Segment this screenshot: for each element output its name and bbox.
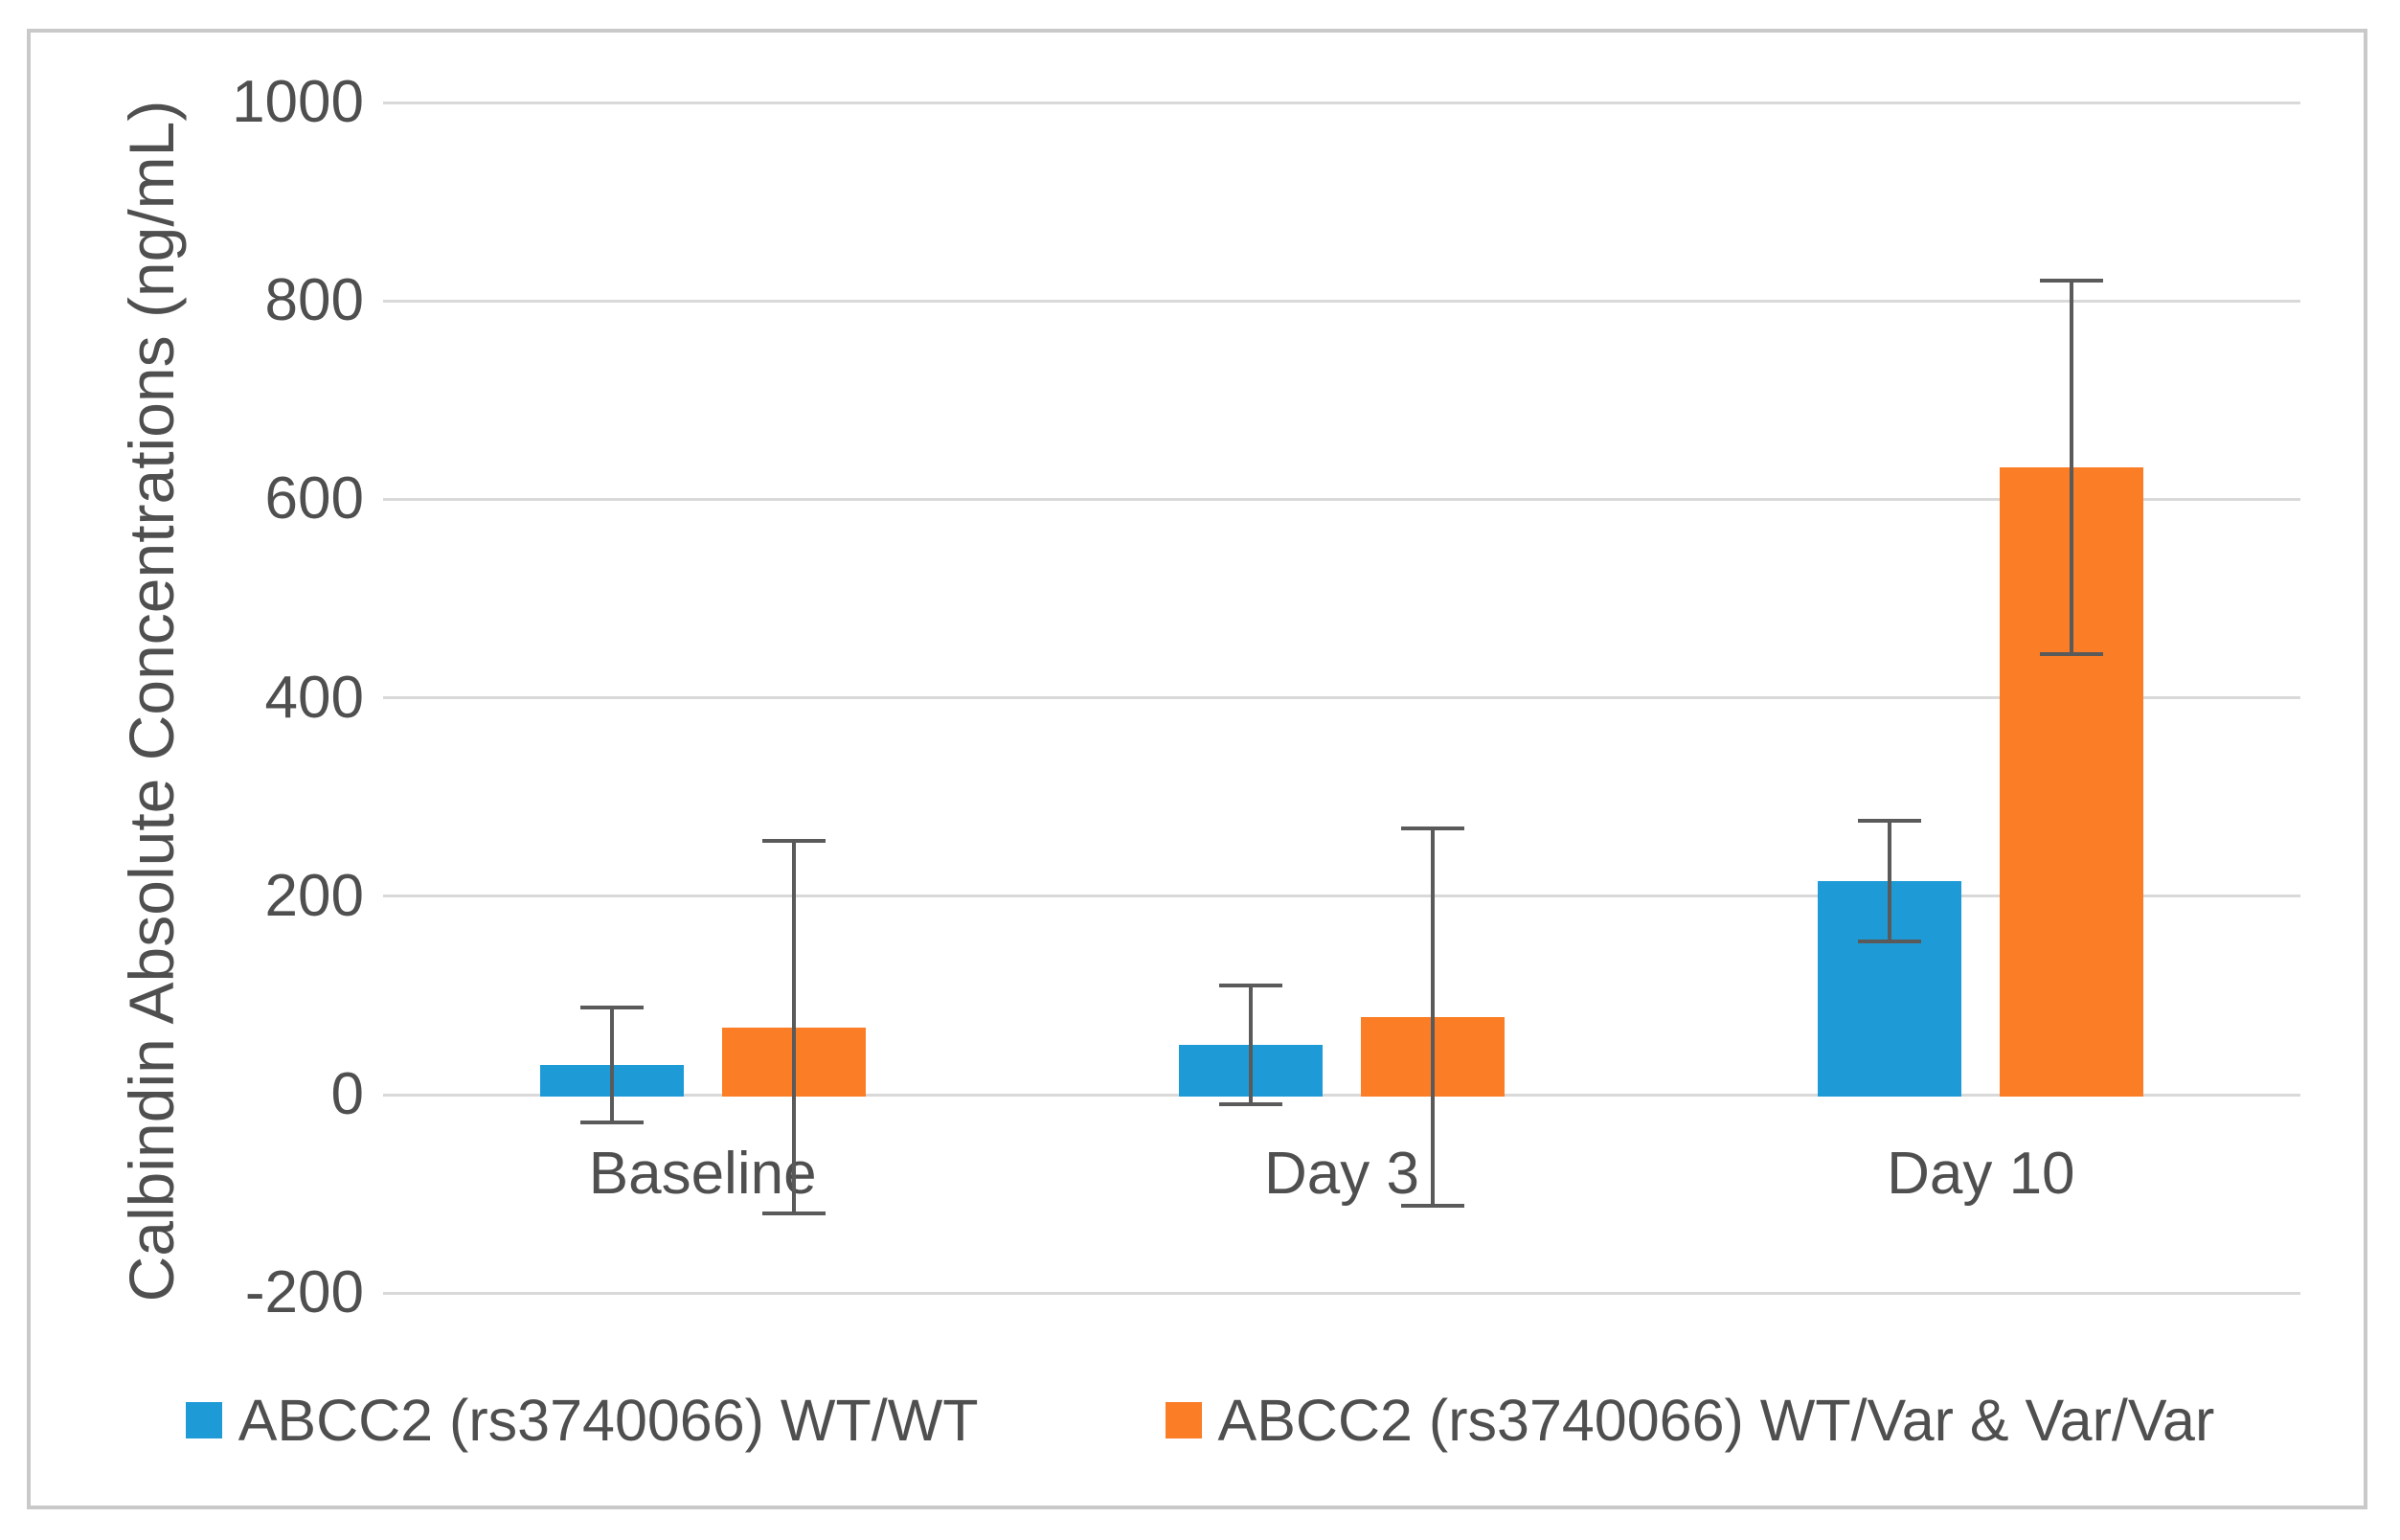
y-tick-label: 200 <box>264 862 364 929</box>
y-tick-label: 800 <box>264 267 364 334</box>
y-tick-label: 0 <box>330 1061 364 1127</box>
gridline <box>383 497 2300 501</box>
error-bar-line <box>791 840 796 1214</box>
legend: ABCC2 (rs3740066) WT/WT ABCC2 (rs3740066)… <box>0 1387 2400 1454</box>
error-bar-line <box>609 1007 614 1122</box>
error-bar-line <box>2070 281 2074 654</box>
gridline <box>383 1093 2300 1097</box>
error-bar-cap <box>1219 984 1282 988</box>
error-bar-cap <box>761 838 826 843</box>
error-bar-cap <box>1401 1204 1464 1209</box>
y-tick-label: 400 <box>264 664 364 731</box>
gridline <box>383 101 2300 104</box>
error-bar-cap <box>1858 940 1922 944</box>
error-bar-cap <box>2040 279 2104 283</box>
error-bar-cap <box>1219 1102 1282 1107</box>
error-bar-line <box>1431 828 1435 1207</box>
x-category-label: Baseline <box>588 1141 817 1207</box>
figure-border <box>27 29 2367 1509</box>
gridline <box>383 895 2300 898</box>
legend-swatch-series-1 <box>185 1402 222 1438</box>
gridline <box>383 299 2300 303</box>
error-bar-cap <box>579 1005 644 1009</box>
error-bar-cap <box>761 1212 826 1216</box>
legend-swatch-series-2 <box>1165 1402 1202 1438</box>
gridline <box>383 696 2300 700</box>
legend-entry: ABCC2 (rs3740066) WT/WT <box>185 1387 979 1454</box>
error-bar-cap <box>1858 819 1922 824</box>
y-tick-label: 600 <box>264 465 364 532</box>
gridline <box>383 1291 2300 1295</box>
error-bar-line <box>1888 821 1892 942</box>
legend-label: ABCC2 (rs3740066) WT/Var & Var/Var <box>1217 1388 2215 1453</box>
y-tick-label: 1000 <box>232 69 364 135</box>
x-category-label: Day 3 <box>1264 1141 1419 1207</box>
error-bar-cap <box>579 1121 644 1124</box>
error-bar-line <box>1249 985 1253 1105</box>
legend-entry: ABCC2 (rs3740066) WT/Var & Var/Var <box>1165 1387 2215 1454</box>
error-bar-cap <box>2040 652 2104 657</box>
legend-label: ABCC2 (rs3740066) WT/WT <box>238 1388 979 1453</box>
error-bar-cap <box>1401 827 1464 831</box>
x-category-label: Day 10 <box>1887 1141 2075 1207</box>
y-tick-label: -200 <box>244 1259 364 1326</box>
